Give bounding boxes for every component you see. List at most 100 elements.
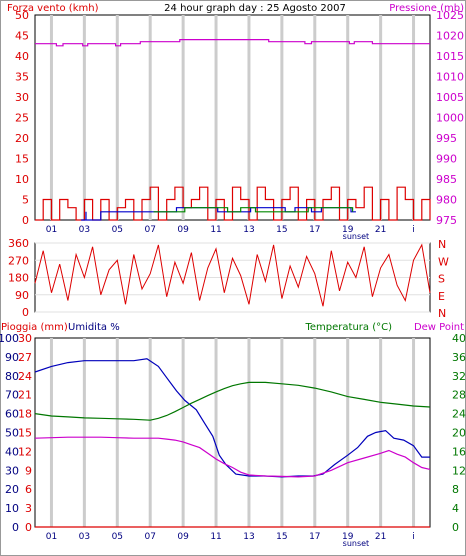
wind-x-tick-label: 01 bbox=[46, 225, 57, 235]
weather-x-tick-label: 01 bbox=[46, 532, 57, 542]
rain-y-tick-label: 24 bbox=[18, 370, 32, 383]
wind-x-tick-label: 11 bbox=[210, 225, 221, 235]
rain-y-tick-label: 12 bbox=[18, 445, 32, 458]
compass-letter-label: W bbox=[438, 255, 449, 268]
humidity-y-tick-label: 90 bbox=[5, 351, 19, 364]
compass-letter-label: N bbox=[438, 307, 446, 320]
dew-point-axis-label: Dew Point bbox=[414, 322, 464, 333]
rain-y-tick-label: 3 bbox=[25, 502, 32, 515]
temperature-y-tick-label: 16 bbox=[452, 445, 466, 458]
humidity-y-tick-label: 50 bbox=[5, 427, 19, 440]
humidity-y-tick-label: 40 bbox=[5, 445, 19, 458]
wind-y-tick-label: 25 bbox=[15, 112, 29, 125]
pressure-y-tick-label: 1000 bbox=[436, 112, 464, 125]
wind-x-tick-label: 09 bbox=[177, 225, 189, 235]
temperature-y-tick-label: 40 bbox=[452, 332, 466, 345]
wind-plot-area bbox=[34, 14, 431, 221]
humidity-y-tick-label: 20 bbox=[5, 483, 19, 496]
weather-x-tick-label: 21 bbox=[375, 532, 386, 542]
weather-x-tick-label: 15 bbox=[276, 532, 287, 542]
wind-x-tick-label: 19 bbox=[342, 225, 354, 235]
wind-y-tick-label: 40 bbox=[15, 50, 29, 63]
pressure-y-tick-label: 975 bbox=[436, 214, 457, 227]
pressure-y-tick-label: 1010 bbox=[436, 71, 464, 84]
weather-x-tick-label: 11 bbox=[210, 532, 221, 542]
temperature-y-tick-label: 4 bbox=[452, 502, 459, 515]
pressure-y-tick-label: 1015 bbox=[436, 50, 464, 63]
rain-y-tick-label: 30 bbox=[18, 332, 32, 345]
wind-series-line bbox=[153, 207, 354, 213]
temperature-y-tick-label: 36 bbox=[452, 351, 466, 364]
weather-series-line bbox=[34, 436, 431, 478]
humidity-y-tick-label: 70 bbox=[5, 389, 19, 402]
weather-x-tick-label: 17 bbox=[309, 532, 320, 542]
wind-y-tick-label: 20 bbox=[15, 132, 29, 145]
wind-y-tick-label: 35 bbox=[15, 71, 29, 84]
humidity-y-tick-label: 80 bbox=[5, 370, 19, 383]
direction-y-tick-label: 360 bbox=[8, 237, 29, 250]
temperature-y-tick-label: 20 bbox=[452, 427, 466, 440]
humidity-axis-label: Umidita % bbox=[68, 322, 120, 333]
rain-y-tick-label: 15 bbox=[18, 427, 32, 440]
temperature-y-tick-label: 28 bbox=[452, 389, 466, 402]
humidity-y-tick-label: 60 bbox=[5, 408, 19, 421]
humidity-y-tick-label: 100 bbox=[0, 332, 19, 345]
direction-y-tick-label: 270 bbox=[8, 254, 29, 267]
wind-x-tick-label: i bbox=[412, 225, 415, 235]
rain-y-tick-label: 0 bbox=[25, 521, 32, 534]
temperature-y-tick-label: 8 bbox=[452, 483, 459, 496]
wind-x-tick-label: 21 bbox=[375, 225, 386, 235]
sunset-label: sunset bbox=[343, 539, 370, 548]
wind-series-line bbox=[35, 186, 431, 221]
weather-x-tick-label: 07 bbox=[144, 532, 155, 542]
wind-y-tick-label: 50 bbox=[15, 9, 29, 22]
weather-x-tick-label: 13 bbox=[243, 532, 254, 542]
pressure-y-tick-label: 995 bbox=[436, 132, 457, 145]
weather-plot-area bbox=[34, 337, 431, 528]
pressure-y-tick-label: 1005 bbox=[436, 91, 464, 104]
wind-x-tick-label: 03 bbox=[79, 225, 90, 235]
humidity-y-tick-label: 0 bbox=[12, 521, 19, 534]
direction-y-tick-label: 0 bbox=[22, 306, 29, 319]
weather-x-tick-label: 03 bbox=[79, 532, 90, 542]
wind-series-line bbox=[81, 207, 356, 221]
wind-series-line bbox=[35, 38, 430, 47]
pressure-y-tick-label: 1025 bbox=[436, 9, 464, 22]
temperature-axis-label: Temperatura (°C) bbox=[304, 322, 392, 333]
temperature-y-tick-label: 12 bbox=[452, 464, 466, 477]
pressure-y-tick-label: 1020 bbox=[436, 30, 464, 43]
direction-y-tick-label: 180 bbox=[8, 272, 29, 285]
wind-x-tick-label: 17 bbox=[309, 225, 320, 235]
chart-title: 24 hour graph day : 25 Agosto 2007 bbox=[164, 3, 346, 14]
pressure-y-tick-label: 985 bbox=[436, 173, 457, 186]
direction-series-line bbox=[34, 243, 431, 307]
wind-axis-label: Forza vento (kmh) bbox=[7, 3, 99, 14]
temperature-y-tick-label: 24 bbox=[452, 408, 466, 421]
pressure-y-tick-label: 980 bbox=[436, 194, 457, 207]
humidity-y-tick-label: 30 bbox=[5, 464, 19, 477]
temperature-y-tick-label: 32 bbox=[452, 370, 466, 383]
rain-y-tick-label: 9 bbox=[25, 464, 32, 477]
weather-x-tick-label: i bbox=[412, 532, 415, 542]
rain-y-tick-label: 21 bbox=[18, 389, 32, 402]
wind-y-tick-label: 10 bbox=[15, 173, 29, 186]
wind-y-tick-label: 5 bbox=[22, 194, 29, 207]
wind-x-tick-label: 13 bbox=[243, 225, 254, 235]
pressure-axis-label: Pressione (mb) bbox=[389, 3, 464, 14]
wind-y-tick-label: 15 bbox=[15, 153, 29, 166]
direction-y-tick-label: 90 bbox=[15, 289, 29, 302]
pressure-y-tick-label: 990 bbox=[436, 153, 457, 166]
compass-letter-label: E bbox=[438, 290, 445, 303]
weather-x-tick-label: 05 bbox=[112, 532, 123, 542]
weather-series-line bbox=[34, 381, 431, 421]
wind-y-tick-label: 45 bbox=[15, 30, 29, 43]
wind-x-tick-label: 15 bbox=[276, 225, 287, 235]
rain-axis-label: Pioggia (mm) bbox=[1, 322, 68, 333]
weather-x-tick-label: 19 bbox=[342, 532, 354, 542]
wind-y-tick-label: 30 bbox=[15, 91, 29, 104]
rain-y-tick-label: 27 bbox=[18, 351, 32, 364]
wind-x-tick-label: 05 bbox=[112, 225, 123, 235]
wind-x-tick-label: 07 bbox=[144, 225, 155, 235]
